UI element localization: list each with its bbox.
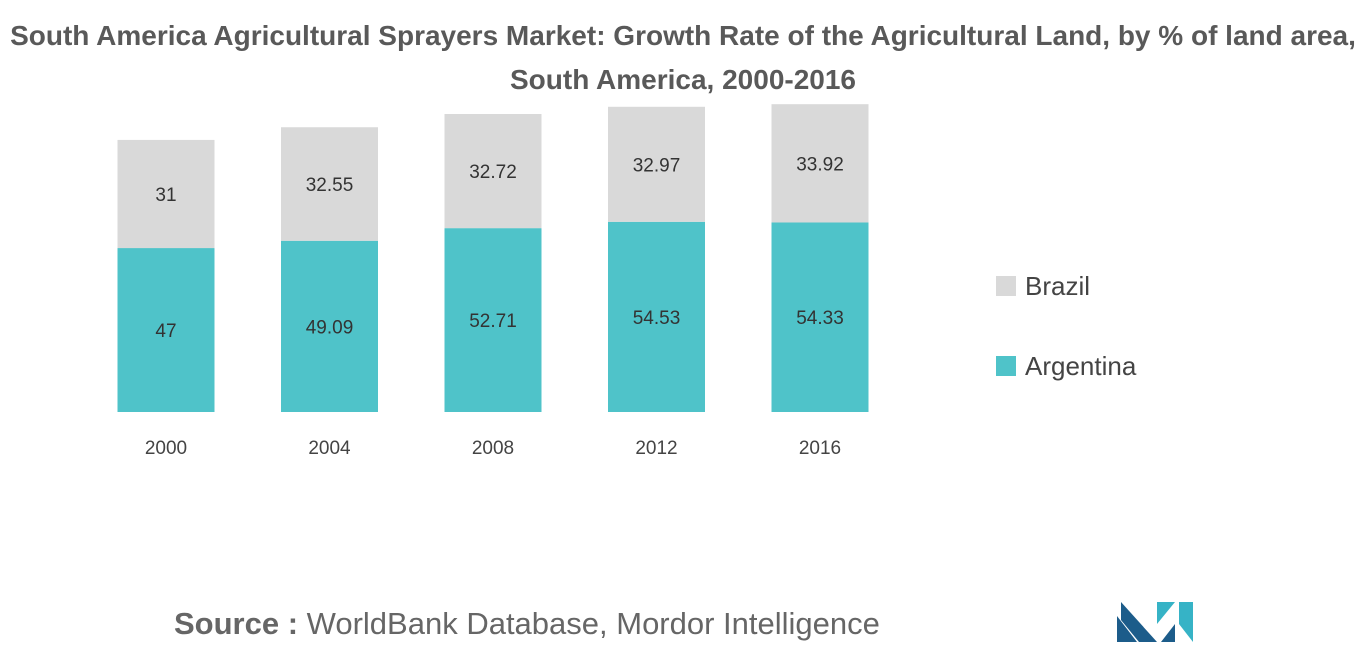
- source-label: Source :: [174, 606, 299, 641]
- data-label-argentina-2012: 54.53: [633, 308, 681, 329]
- data-label-brazil-2008: 32.72: [469, 162, 517, 183]
- x-tick-label-2016: 2016: [799, 438, 841, 459]
- x-tick-label-2012: 2012: [635, 438, 677, 459]
- source-note: Source : WorldBank Database, Mordor Inte…: [174, 606, 880, 642]
- data-label-brazil-2004: 32.55: [306, 175, 354, 196]
- bar-brazil-2016: [771, 104, 869, 223]
- mordor-intelligence-logo-icon: [1117, 602, 1193, 642]
- data-label-argentina-2008: 52.71: [469, 311, 517, 332]
- legend-swatch-argentina: [996, 356, 1016, 376]
- bar-argentina-2016: [771, 222, 869, 412]
- bar-brazil-2008: [444, 114, 542, 229]
- x-tick-label-2000: 2000: [145, 438, 187, 459]
- x-tick-label-2004: 2004: [308, 438, 351, 459]
- chart-title: South America Agricultural Sprayers Mark…: [10, 20, 1356, 95]
- bar-argentina-2004: [281, 240, 378, 412]
- x-tick-label-2008: 2008: [472, 438, 514, 459]
- bar-argentina-2012: [608, 221, 705, 412]
- data-label-brazil-2012: 32.97: [633, 155, 681, 176]
- chart-legend: Brazil Argentina: [996, 268, 1136, 428]
- legend-label-brazil: Brazil: [1025, 270, 1091, 301]
- bar-brazil-2000: [117, 139, 215, 249]
- bar-argentina-2008: [444, 228, 542, 412]
- legend-item-argentina: Argentina: [996, 348, 1136, 384]
- stacked-bar-chart: 47 31 49.09 32.55 52.71 32.72 54.53 32.97 54.33 3…: [117, 104, 869, 459]
- legend-item-brazil: Brazil: [996, 268, 1136, 304]
- bar-argentina-2000: [117, 248, 215, 412]
- source-text: WorldBank Database, Mordor Intelligence: [306, 606, 880, 641]
- data-label-brazil-2000: 31: [155, 185, 176, 206]
- bar-brazil-2012: [608, 106, 705, 222]
- data-label-argentina-2016: 54.33: [796, 308, 844, 329]
- data-label-argentina-2000: 47: [155, 321, 176, 342]
- legend-swatch-brazil: [996, 276, 1016, 296]
- bar-brazil-2004: [281, 127, 378, 241]
- data-label-argentina-2004: 49.09: [306, 317, 354, 338]
- legend-label-argentina: Argentina: [1025, 350, 1137, 381]
- data-label-brazil-2016: 33.92: [796, 154, 844, 175]
